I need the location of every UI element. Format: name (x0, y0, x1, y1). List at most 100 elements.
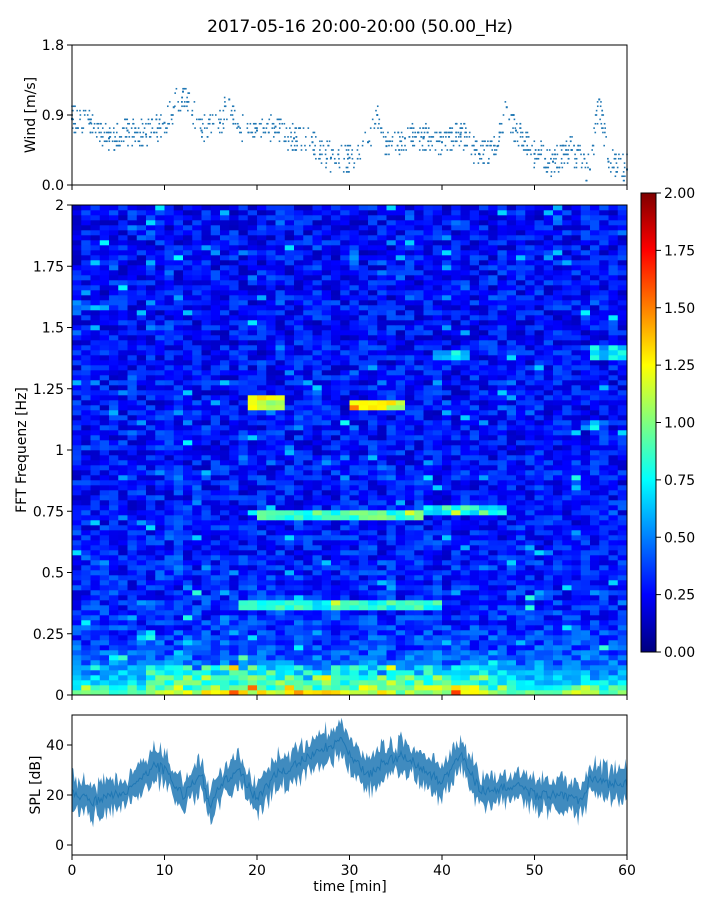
spectrogram-cell (303, 460, 313, 466)
spectrogram-cell (192, 515, 202, 521)
spectrogram-cell (294, 460, 304, 466)
spectrogram-cell (284, 470, 295, 476)
wind-point (411, 136, 414, 138)
spectrogram-cell (257, 475, 267, 481)
spectrogram-cell (405, 665, 415, 671)
spectrogram-cell (312, 430, 323, 436)
spectrogram-cell (525, 360, 535, 366)
spectrogram-cell (164, 475, 175, 481)
spectrogram-cell (571, 435, 582, 441)
spectrogram-cell (266, 470, 276, 476)
spectrogram-cell (331, 690, 341, 696)
spectrogram-cell (516, 530, 526, 536)
spectrogram-cell (405, 640, 415, 646)
spectrogram-cell (442, 385, 452, 391)
spectrogram-cell (432, 640, 443, 646)
spectrogram-cell (210, 490, 221, 496)
spectrogram-cell (368, 670, 378, 676)
wind-point (425, 127, 428, 129)
spectrogram-cell (460, 520, 471, 526)
spectrogram-cell (220, 680, 230, 686)
spectrogram-cell (72, 615, 82, 621)
spectrogram-cell (553, 560, 563, 566)
spectrogram-cell (192, 465, 202, 471)
spectrogram-cell (414, 620, 424, 626)
spectrogram-cell (571, 590, 582, 596)
spectrogram-cell (386, 605, 397, 611)
spectrogram-cell (266, 460, 276, 466)
spectrogram-cell (617, 430, 628, 436)
spectrogram-cell (284, 620, 295, 626)
wind-point (87, 118, 90, 121)
spectrogram-cell (405, 515, 415, 521)
spectrogram-cell (580, 630, 591, 636)
wind-point (268, 131, 270, 134)
spectrogram-cell (516, 465, 526, 471)
spectrogram-cell (220, 685, 230, 691)
spectrogram-cell (220, 605, 230, 611)
spectrogram-cell (340, 580, 350, 586)
spectrogram-cell (238, 515, 249, 521)
spectrogram-cell (266, 555, 276, 561)
spectrogram-cell (312, 510, 323, 516)
spectrogram-cell (331, 525, 341, 531)
wind-point (478, 153, 481, 156)
wind-point (376, 105, 379, 108)
spectrogram-cell (155, 480, 165, 486)
spectrogram-cell (368, 385, 378, 391)
spectrogram-cell (118, 675, 128, 681)
spectrogram-cell (90, 565, 101, 571)
spectrogram-cell (451, 395, 461, 401)
spectrogram-cell (386, 435, 397, 441)
spectrogram-cell (81, 650, 91, 656)
wind-point (438, 140, 441, 143)
spectrogram-cell (497, 615, 508, 621)
spectrogram-cell (580, 515, 591, 521)
spectrogram-cell (386, 520, 397, 526)
spectrogram-cell (608, 675, 619, 681)
spectrogram-cell (201, 545, 212, 551)
spectrogram-cell (183, 650, 193, 656)
spectrogram-cell (580, 445, 591, 451)
spectrogram-cell (358, 460, 369, 466)
wind-point (575, 166, 578, 169)
spectrogram-cell (395, 540, 406, 546)
wind-point (390, 144, 393, 147)
spectrogram-cell (109, 435, 119, 441)
spectrogram-cell (488, 570, 498, 576)
spectrogram-cell (72, 610, 82, 616)
spectrogram-cell (432, 440, 443, 446)
spectrogram-cell (109, 565, 119, 571)
spectrogram-cell (247, 500, 258, 506)
spectrogram-cell (516, 680, 526, 686)
spectrogram-cell (349, 465, 360, 471)
spectrogram-cell (349, 460, 360, 466)
spectrogram-cell (275, 645, 286, 651)
spectrogram-cell (229, 555, 239, 561)
spectrogram-cell (247, 525, 258, 531)
spectrogram-cell (617, 620, 628, 626)
spectrogram-cell (99, 530, 110, 536)
wind-point (210, 131, 213, 134)
spectrogram-cell (432, 595, 443, 601)
spectrogram-cell (275, 570, 286, 576)
spectrogram-cell (442, 590, 452, 596)
wind-point (324, 153, 327, 156)
spectrogram-cell (146, 420, 156, 426)
spectrogram-cell (173, 450, 184, 456)
spectrogram-cell (201, 550, 212, 556)
wind-point (295, 140, 297, 143)
spectrogram-cell (386, 400, 397, 406)
spectrogram-cell (442, 680, 452, 686)
spectrogram-cell (516, 470, 526, 476)
spectrogram-cell (525, 455, 535, 461)
spectrogram-cell (303, 570, 313, 576)
spectrogram-cell (386, 480, 397, 486)
spectrogram-cell (543, 635, 554, 641)
spectrogram-cell (469, 605, 480, 611)
spectrogram-cell (349, 425, 360, 431)
spectrogram-cell (275, 665, 286, 671)
spectrogram-cell (220, 655, 230, 661)
spectrogram-cell (599, 490, 609, 496)
spectrogram-cell (405, 410, 415, 416)
